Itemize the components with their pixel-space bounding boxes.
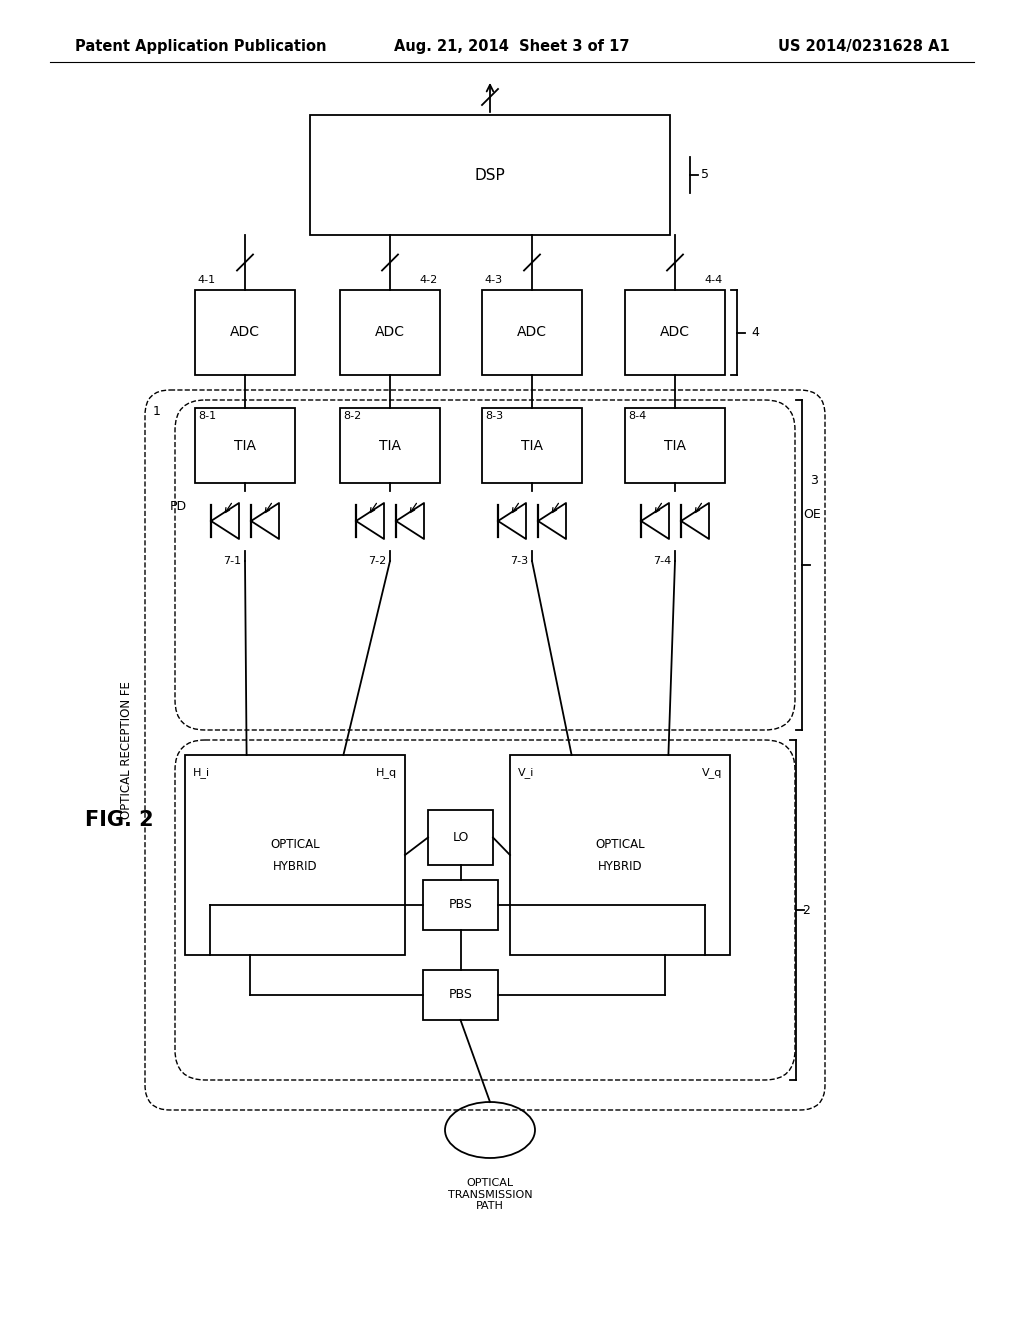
Text: OE: OE [803,508,821,521]
Bar [185,755,406,954]
Polygon shape [681,503,709,539]
Text: 7-3: 7-3 [510,556,528,566]
Text: 8-1: 8-1 [198,411,216,421]
Text: TIA: TIA [379,438,401,453]
Text: FIG. 2: FIG. 2 [85,810,154,830]
Polygon shape [538,503,566,539]
Bar [423,880,498,931]
Text: OPTICAL RECEPTION FE: OPTICAL RECEPTION FE [121,681,133,818]
Bar [195,290,295,375]
Text: 4-2: 4-2 [420,275,438,285]
Bar [625,408,725,483]
Text: PBS: PBS [449,989,472,1002]
FancyBboxPatch shape [175,741,795,1080]
Text: HYBRID: HYBRID [598,861,642,874]
Text: 2: 2 [802,903,810,916]
Text: DSP: DSP [475,168,506,182]
Bar [625,290,725,375]
Polygon shape [396,503,424,539]
Text: 7-1: 7-1 [223,556,241,566]
FancyBboxPatch shape [175,400,795,730]
Bar [482,290,582,375]
Polygon shape [641,503,669,539]
Text: V_i: V_i [518,767,535,777]
Text: H_i: H_i [193,767,210,777]
Text: ADC: ADC [375,326,406,339]
Text: 4-3: 4-3 [484,275,502,285]
Bar [340,290,440,375]
Text: HYBRID: HYBRID [272,861,317,874]
Text: 7-4: 7-4 [653,556,672,566]
Bar [310,115,670,235]
Text: PBS: PBS [449,899,472,912]
Text: V_q: V_q [701,767,722,777]
Text: 3: 3 [810,474,818,487]
Text: 4: 4 [751,326,759,339]
Text: TIA: TIA [664,438,686,453]
Text: H_q: H_q [376,767,397,777]
Text: PD: PD [170,499,187,512]
Bar [340,408,440,483]
Polygon shape [356,503,384,539]
Text: Aug. 21, 2014  Sheet 3 of 17: Aug. 21, 2014 Sheet 3 of 17 [394,40,630,54]
Bar [482,408,582,483]
Text: 1: 1 [153,405,161,418]
Text: OPTICAL: OPTICAL [270,838,319,851]
Text: 7-2: 7-2 [368,556,386,566]
Bar [195,408,295,483]
Text: 4-1: 4-1 [197,275,215,285]
Text: US 2014/0231628 A1: US 2014/0231628 A1 [778,40,950,54]
Text: Patent Application Publication: Patent Application Publication [75,40,327,54]
Bar [423,970,498,1020]
Text: ADC: ADC [230,326,260,339]
Text: 8-3: 8-3 [485,411,503,421]
Text: ADC: ADC [517,326,547,339]
Text: ADC: ADC [660,326,690,339]
Text: LO: LO [453,832,469,843]
Text: OPTICAL
TRANSMISSION
PATH: OPTICAL TRANSMISSION PATH [447,1177,532,1212]
Bar [510,755,730,954]
Text: 8-4: 8-4 [628,411,646,421]
Polygon shape [498,503,526,539]
Text: TIA: TIA [234,438,256,453]
Text: OPTICAL: OPTICAL [595,838,645,851]
Text: 5: 5 [701,169,709,181]
Bar [428,810,493,865]
FancyBboxPatch shape [145,389,825,1110]
Text: 4-4: 4-4 [705,275,723,285]
Text: TIA: TIA [521,438,543,453]
Polygon shape [211,503,239,539]
Text: 8-2: 8-2 [343,411,361,421]
Polygon shape [251,503,279,539]
